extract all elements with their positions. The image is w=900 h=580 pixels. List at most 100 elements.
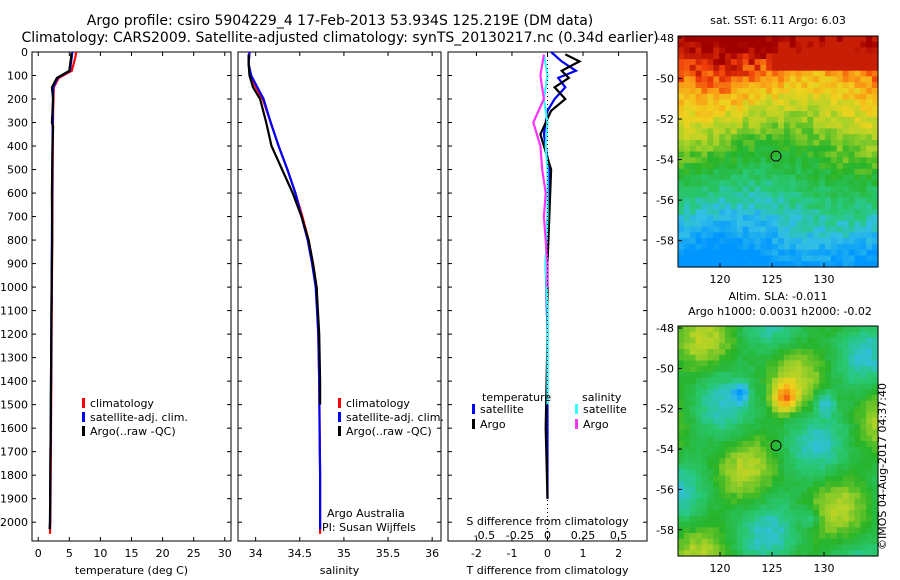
map-cell xyxy=(819,377,826,385)
map-cell xyxy=(730,544,738,551)
map-cell xyxy=(689,492,697,500)
map-cell xyxy=(789,366,797,373)
map-cell xyxy=(854,423,861,431)
map-cell xyxy=(766,366,773,373)
map-cell xyxy=(760,372,767,379)
map-cell xyxy=(866,238,873,245)
map-cell xyxy=(801,41,808,49)
map-cell xyxy=(842,538,850,546)
map-cell xyxy=(766,88,773,95)
map-cell xyxy=(801,70,808,78)
map-cell xyxy=(701,36,708,43)
map-cell xyxy=(707,139,714,147)
legend-swatch xyxy=(472,419,475,429)
map-cell xyxy=(748,232,756,239)
map-cell xyxy=(748,70,756,78)
map-cell xyxy=(695,464,703,471)
map-cell xyxy=(701,238,708,245)
legend-header-temperature: temperature xyxy=(482,391,551,404)
map-cell xyxy=(678,458,685,465)
map-cell xyxy=(678,331,685,339)
map-cell xyxy=(795,157,803,164)
map-cell xyxy=(713,139,720,147)
map-cell xyxy=(778,544,785,551)
map-cell xyxy=(848,475,856,482)
map-cell xyxy=(842,372,850,379)
map-cell xyxy=(754,174,761,181)
map-cell xyxy=(778,395,785,402)
map-cell xyxy=(795,527,803,534)
map-cell xyxy=(742,533,750,540)
map-cell xyxy=(701,441,708,448)
map-cell xyxy=(842,521,850,528)
map-cell xyxy=(713,423,720,431)
map-cell xyxy=(719,238,726,245)
map-cell xyxy=(713,116,720,124)
map-cell xyxy=(860,383,867,390)
map-cell xyxy=(736,469,744,477)
map-cell xyxy=(801,326,808,333)
map-cell xyxy=(725,527,732,534)
map-cell xyxy=(725,186,732,193)
map-cell xyxy=(678,326,685,333)
lat-tick-label: -56 xyxy=(656,194,674,207)
map-cell xyxy=(813,510,820,517)
map-cell xyxy=(725,209,732,216)
map-cell xyxy=(830,93,838,101)
map-cell xyxy=(795,226,803,233)
map-cell xyxy=(819,475,826,482)
map-cell xyxy=(830,168,838,176)
map-cell xyxy=(807,389,814,396)
map-cell xyxy=(736,435,744,442)
temperature-series-0 xyxy=(48,51,78,534)
map-cell xyxy=(801,544,808,551)
map-cell xyxy=(872,326,879,333)
map-cell xyxy=(842,326,850,333)
map-cell xyxy=(719,349,726,356)
map-cell xyxy=(742,151,750,158)
map-cell xyxy=(854,151,861,158)
map-cell xyxy=(701,59,708,66)
map-cell xyxy=(860,105,867,112)
map-cell xyxy=(748,412,756,419)
map-cell xyxy=(872,435,879,442)
map-cell xyxy=(766,59,773,66)
map-cell xyxy=(760,255,767,262)
map-cell xyxy=(836,423,844,431)
map-cell xyxy=(842,527,850,534)
map-cell xyxy=(795,122,803,129)
map-cell xyxy=(695,111,703,118)
map-cell xyxy=(783,139,791,147)
map-cell xyxy=(736,475,744,482)
map-cell xyxy=(760,481,767,488)
map-cell xyxy=(713,47,720,54)
map-cell xyxy=(713,88,720,95)
map-cell xyxy=(801,515,808,523)
map-cell xyxy=(713,389,720,396)
map-cell xyxy=(707,180,714,187)
map-cell xyxy=(848,163,856,170)
map-cell xyxy=(807,191,814,199)
map-cell xyxy=(736,116,744,124)
map-cell xyxy=(742,406,750,413)
map-cell xyxy=(772,435,779,442)
map-cell xyxy=(736,487,744,494)
map-cell xyxy=(713,481,720,488)
map-cell xyxy=(707,533,714,540)
temperature-xtick-label: 0 xyxy=(35,547,42,560)
map-cell xyxy=(748,163,756,170)
map-cell xyxy=(730,145,738,153)
map-cell xyxy=(872,464,879,471)
map-cell xyxy=(725,366,732,373)
map-cell xyxy=(707,209,714,216)
map-cell xyxy=(795,93,803,101)
map-cell xyxy=(754,395,761,402)
map-cell xyxy=(748,122,756,129)
map-cell xyxy=(872,360,879,367)
map-cell xyxy=(789,372,797,379)
map-cell xyxy=(842,337,850,344)
map-cell xyxy=(695,337,703,344)
map-cell xyxy=(725,464,732,471)
salinity-series-0 xyxy=(247,51,322,534)
map-cell xyxy=(701,349,708,356)
